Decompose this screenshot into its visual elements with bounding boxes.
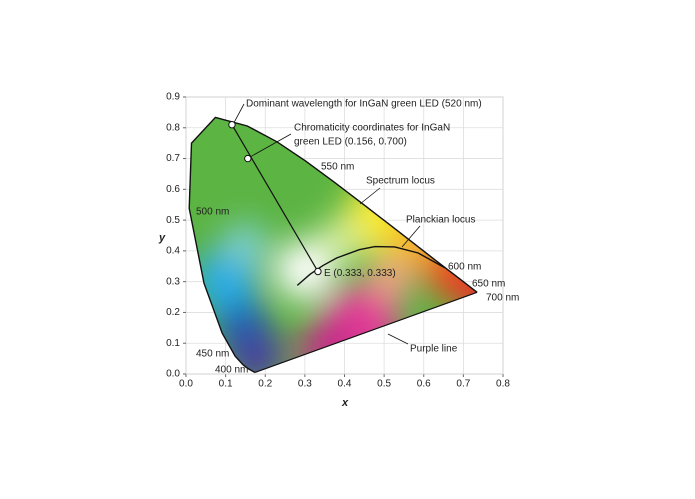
purple-line-label: Purple line [410,344,458,355]
dominant-line [231,124,319,272]
y-tick-label: 0.2 [166,307,180,318]
y-tick-label: 0.8 [166,122,180,133]
leader-line [401,225,421,248]
locus-line [188,116,478,374]
leader-line [233,103,245,123]
locus-line [296,245,446,286]
x-tick-label: 0.4 [338,379,352,390]
x-tick-label: 0.5 [377,379,391,390]
leader-line [387,333,409,345]
wavelength-label: 550 nm [321,162,354,173]
leader-line [359,187,381,205]
color-blob [275,240,335,300]
y-tick-label: 0.1 [166,338,180,349]
point [228,121,236,129]
wavelength-label: 650 nm [472,279,505,290]
x-axis-label: x [341,397,349,409]
wavelength-label: 700 nm [486,293,519,304]
point-label: Chromaticity coordinates for InGaN [294,123,450,134]
x-tick-label: 0.2 [258,379,272,390]
y-tick-label: 0.9 [166,92,180,103]
color-blob [223,223,267,267]
series-label: Spectrum locus [366,176,435,187]
color-blob [318,218,362,262]
color-blob [368,258,412,302]
y-tick-label: 0.4 [166,246,180,257]
purple-line [254,291,478,374]
point-label: green LED (0.156, 0.700) [294,137,407,148]
wavelength-label: 450 nm [196,349,229,360]
point-label: E (0.333, 0.333) [324,268,396,279]
x-tick-label: 0.8 [496,379,510,390]
series-label: Planckian locus [406,215,475,226]
point [314,267,322,276]
y-axis-label: y [158,232,166,244]
x-tick-label: 0.3 [298,379,312,390]
x-tick-label: 0.7 [456,379,470,390]
y-tick-label: 0.6 [166,184,180,195]
wavelength-label: 500 nm [196,207,229,218]
y-tick-label: 0.5 [166,215,180,226]
point [244,154,252,163]
wavelength-label: 400 nm [215,365,248,376]
x-tick-label: 0.6 [417,379,431,390]
x-tick-label: 0.0 [179,379,193,390]
y-tick-label: 0.3 [166,276,180,287]
leader-line [250,133,292,157]
point-label: Dominant wavelength for InGaN green LED … [246,99,482,110]
x-tick-label: 0.1 [219,379,233,390]
y-tick-label: 0.7 [166,153,180,164]
wavelength-label: 600 nm [448,262,481,273]
y-tick-label: 0.0 [166,369,180,380]
